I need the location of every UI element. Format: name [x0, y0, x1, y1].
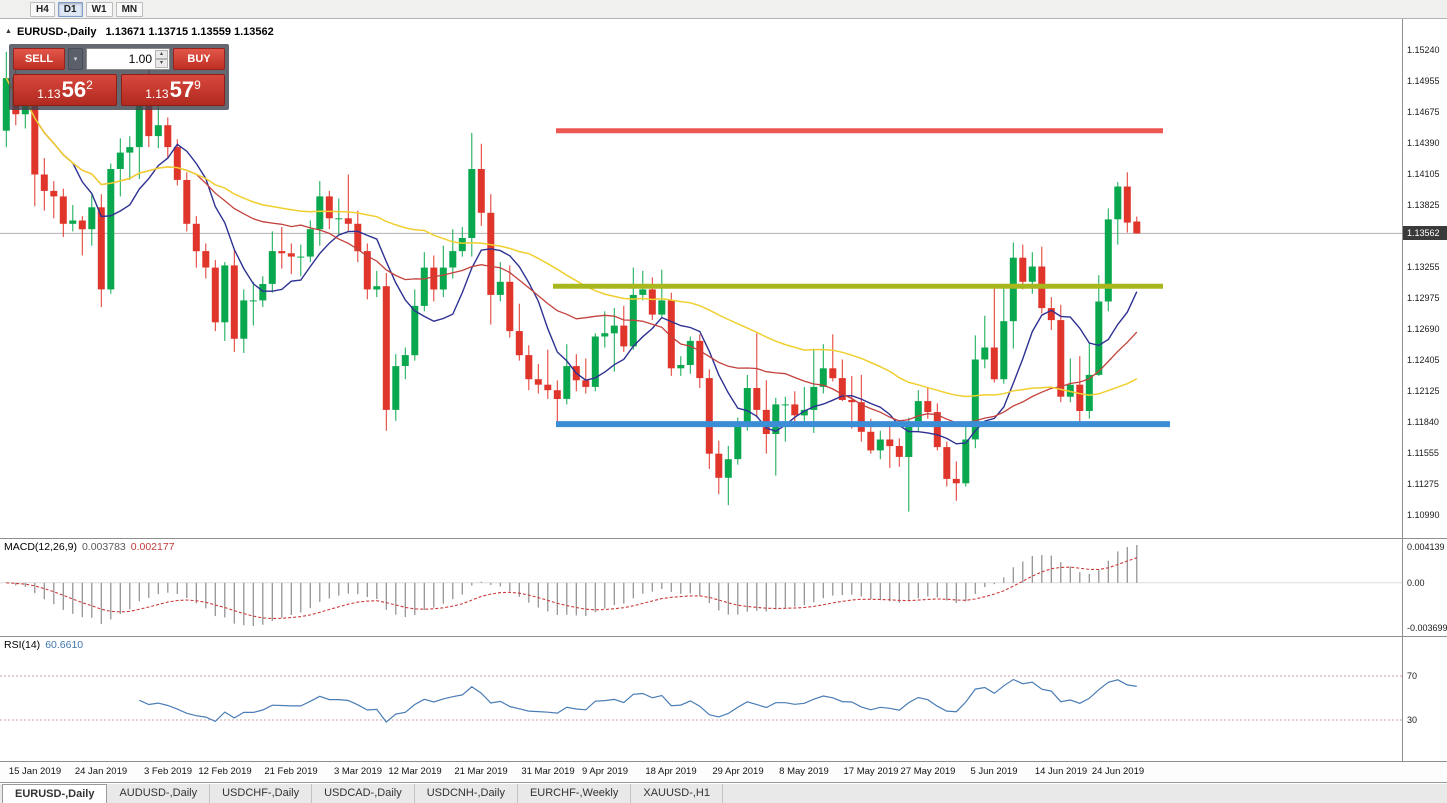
rsi-axis-label: 70 — [1407, 671, 1418, 681]
price-axis-label: 1.14390 — [1407, 138, 1440, 148]
time-axis[interactable]: 15 Jan 2019 24 Jan 2019 3 Feb 2019 12 Feb 2… — [0, 762, 1447, 783]
sell-price-base: 1.13 — [37, 87, 61, 101]
rsi-label: RSI(14) 60.6610 — [4, 639, 83, 651]
macd-axis-label: 0.004139 — [1407, 542, 1445, 552]
volume-dropdown-button[interactable]: ▾ — [68, 48, 83, 70]
price-axis-label: 1.12125 — [1407, 386, 1440, 396]
date-axis-label: 24 Jan 2019 — [74, 766, 128, 777]
buy-price-sup: 9 — [194, 78, 201, 92]
timeframe-button-h4[interactable]: H4 — [30, 1, 55, 17]
price-axis-label: 1.11840 — [1407, 417, 1439, 427]
date-axis-label: 17 May 2019 — [843, 766, 899, 777]
spin-up-icon[interactable]: ▴ — [155, 50, 168, 59]
price-axis-label: 1.14955 — [1407, 76, 1440, 86]
rsi-name: RSI(14) — [4, 639, 41, 651]
rsi-chart[interactable] — [0, 637, 1402, 761]
macd-name: MACD(12,26,9) — [4, 541, 77, 553]
rsi-axis-label: 30 — [1407, 715, 1418, 725]
macd-main-value: 0.003783 — [81, 541, 126, 553]
timeframe-button-mn[interactable]: MN — [115, 1, 144, 17]
date-axis-label: 15 Jan 2019 — [8, 766, 62, 777]
one-click-trading-panel: SELL ▾ ▴ ▾ BUY 1.13 56 2 — [9, 44, 229, 110]
date-axis-label: 29 Apr 2019 — [712, 766, 764, 777]
date-axis-label: 12 Mar 2019 — [388, 766, 442, 777]
chart-tab-xauusd-h1[interactable]: XAUUSD-,H1 — [631, 784, 723, 803]
price-axis-label: 1.14675 — [1407, 107, 1440, 117]
date-axis-label: 24 Jun 2019 — [1091, 766, 1145, 777]
chart-tab-audusd-daily[interactable]: AUDUSD-,Daily — [107, 784, 211, 803]
macd-chart[interactable] — [0, 539, 1402, 636]
chart-tab-eurusd-daily[interactable]: EURUSD-,Daily — [2, 784, 108, 803]
chevron-down-icon: ▾ — [73, 56, 78, 63]
price-axis-label: 1.14105 — [1407, 169, 1440, 179]
price-axis-label: 1.15240 — [1407, 45, 1440, 55]
date-axis-label: 9 Apr 2019 — [582, 766, 628, 777]
date-axis-label: 31 Mar 2019 — [521, 766, 575, 777]
sell-price-sup: 2 — [86, 78, 93, 92]
date-axis-label: 27 May 2019 — [900, 766, 956, 777]
timeframe-button-d1[interactable]: D1 — [57, 1, 83, 17]
timeframe-toolbar: H4 D1 W1 MN — [0, 0, 1447, 19]
one-click-collapse-icon[interactable]: ▲ — [5, 28, 12, 35]
price-axis-label: 1.12975 — [1407, 293, 1440, 303]
spin-down-icon[interactable]: ▾ — [155, 59, 168, 68]
macd-axis-label: -0.003699 — [1407, 623, 1447, 633]
sell-price-button[interactable]: 1.13 56 2 — [13, 74, 117, 106]
rsi-indicator-panel[interactable]: RSI(14) 60.6610 70 30 — [0, 637, 1447, 762]
macd-axis[interactable]: 0.004139 0.00 -0.003699 — [1402, 539, 1447, 636]
chart-tab-usdchf-daily[interactable]: USDCHF-,Daily — [210, 784, 313, 803]
buy-price-big: 57 — [169, 77, 195, 102]
price-axis-label: 1.11275 — [1407, 479, 1439, 489]
chart-title: ▲ EURUSD-,Daily 1.13671 1.13715 1.13559 … — [5, 26, 274, 38]
volume-input[interactable] — [87, 49, 169, 69]
rsi-axis[interactable]: 70 30 — [1402, 637, 1447, 761]
date-axis-label: 18 Apr 2019 — [645, 766, 697, 777]
sell-price-big: 56 — [61, 77, 87, 102]
buy-button[interactable]: BUY — [173, 48, 225, 70]
date-axis-label: 3 Mar 2019 — [333, 766, 383, 777]
date-axis-label: 21 Mar 2019 — [454, 766, 508, 777]
macd-indicator-panel[interactable]: MACD(12,26,9) 0.003783 0.002177 0.004139 0.… — [0, 539, 1447, 637]
chart-tab-bar: EURUSD-,Daily AUDUSD-,Daily USDCHF-,Daily U… — [0, 783, 1447, 803]
price-axis[interactable]: 1.15240 1.14955 1.14675 1.14390 1.14105 1.138… — [1402, 19, 1447, 538]
candlestick-chart[interactable] — [0, 19, 1402, 538]
chart-ohlc-values: 1.13671 1.13715 1.13559 1.13562 — [105, 26, 274, 38]
date-axis-label: 5 Jun 2019 — [970, 766, 1018, 777]
price-axis-label: 1.11555 — [1407, 448, 1439, 458]
sell-button[interactable]: SELL — [13, 48, 65, 70]
date-axis-label: 21 Feb 2019 — [264, 766, 318, 777]
price-axis-label: 1.13255 — [1407, 262, 1440, 272]
date-axis-label: 3 Feb 2019 — [143, 766, 193, 777]
date-axis-label: 8 May 2019 — [779, 766, 829, 777]
chart-symbol: EURUSD-,Daily — [17, 26, 97, 38]
price-axis-label: 1.13825 — [1407, 200, 1440, 210]
date-axis-label: 14 Jun 2019 — [1034, 766, 1088, 777]
macd-signal-value: 0.002177 — [130, 541, 175, 553]
chart-tab-usdcnh-daily[interactable]: USDCNH-,Daily — [415, 784, 518, 803]
price-axis-label: 1.10990 — [1407, 510, 1440, 520]
chart-tab-usdcad-daily[interactable]: USDCAD-,Daily — [312, 784, 415, 803]
chart-tab-eurchf-weekly[interactable]: EURCHF-,Weekly — [518, 784, 632, 803]
buy-price-button[interactable]: 1.13 57 9 — [121, 74, 225, 106]
main-chart-panel[interactable]: 1.15240 1.14955 1.14675 1.14390 1.14105 1.138… — [0, 19, 1447, 539]
volume-field: ▴ ▾ — [86, 48, 170, 70]
current-price-badge: 1.13562 — [1403, 226, 1447, 240]
price-axis-label: 1.12690 — [1407, 324, 1440, 334]
macd-label: MACD(12,26,9) 0.003783 0.002177 — [4, 541, 175, 553]
date-axis-label: 12 Feb 2019 — [198, 766, 252, 777]
rsi-value: 60.6610 — [45, 639, 84, 651]
price-axis-label: 1.12405 — [1407, 355, 1440, 365]
buy-price-base: 1.13 — [145, 87, 169, 101]
timeframe-button-w1[interactable]: W1 — [85, 1, 113, 17]
macd-axis-label: 0.00 — [1407, 578, 1425, 588]
volume-stepper: ▴ ▾ — [155, 50, 168, 68]
